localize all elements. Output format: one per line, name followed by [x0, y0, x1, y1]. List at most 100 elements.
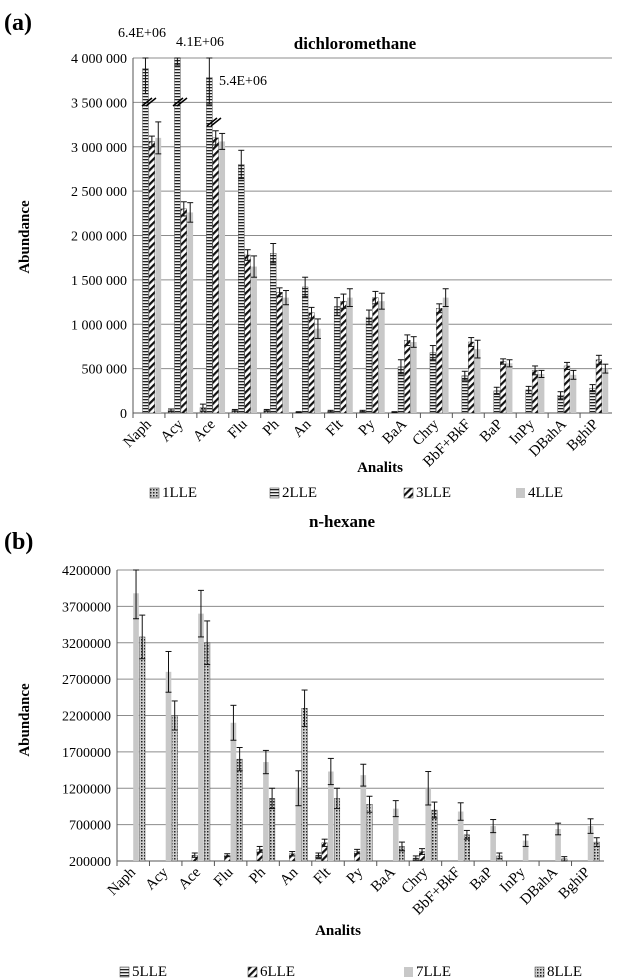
bar-4LLE-An	[315, 328, 321, 413]
bar-4LLE-Py	[378, 301, 385, 413]
axis-break-mark	[206, 117, 222, 127]
y-tick-label: 1700000	[62, 746, 111, 761]
bar-2LLE-Flt	[333, 306, 341, 414]
x-tick-label: BaA	[380, 416, 411, 447]
bar-3LLE-An	[308, 312, 315, 414]
y-tick-label: 2200000	[62, 710, 111, 725]
legend-swatch-1LLE	[149, 487, 160, 499]
legend-b: 5LLE 6LLE 7LLE 8LLE	[119, 964, 582, 980]
bar-8LLE-Naph	[139, 636, 146, 862]
x-tick-label: Ace	[176, 864, 205, 893]
y-tick-label: 2 500 000	[71, 185, 127, 200]
legend-a: 1LLE 2LLE 3LLE 4LLE	[149, 485, 563, 501]
bar-3LLE-BaA	[404, 340, 411, 414]
bar-4LLE-Ph	[283, 297, 289, 413]
x-tick-label: Acy	[143, 864, 172, 893]
bar-3LLE-Flu	[244, 254, 251, 414]
y-tick-label: 700000	[69, 819, 111, 834]
bar-4LLE-BaA	[410, 342, 417, 413]
bar-4LLE-InPy	[538, 373, 545, 413]
bar-3LLE-Ace	[212, 137, 219, 414]
plot-area-a: 0 500 000 1 000 000 1 500 000 2 000 000 2 500…	[71, 52, 612, 470]
bar-8LLE-Py	[366, 804, 373, 862]
bar-4LLE-BghiP	[602, 368, 609, 413]
bar-8LLE-Flu	[236, 758, 243, 862]
y-axis-title-b: Abundance	[17, 683, 33, 757]
x-tick-label: Py	[344, 864, 367, 887]
legend-label-6LLE: 6LLE	[260, 964, 295, 980]
y-tick-label: 500 000	[82, 363, 128, 378]
x-tick-label: Flu	[211, 864, 237, 890]
annotation-acy-a: 4.1E+06	[176, 35, 224, 50]
x-tick-label: Ph	[246, 864, 269, 887]
bar-7LLE-BaP	[490, 826, 496, 861]
legend-label-8LLE: 8LLE	[547, 964, 582, 980]
bar-7LLE-DBahA	[555, 828, 561, 861]
bar-7LLE-Py	[360, 775, 367, 861]
x-axis-title-b: Analits	[315, 923, 361, 939]
x-tick-label: Ace	[190, 416, 219, 445]
legend-swatch-5LLE	[119, 966, 130, 978]
plot-area-b: 200000 700000 1200000 1700000 2200000 2700000…	[62, 564, 604, 918]
y-axis-title-a: Abundance	[17, 200, 33, 274]
bar-7LLE-InPy	[522, 840, 529, 861]
annotation-naph-a: 6.4E+06	[118, 26, 166, 41]
bar-7LLE-Ph	[263, 762, 269, 861]
bar-8LLE-An	[301, 708, 308, 862]
legend-label-2LLE: 2LLE	[282, 485, 317, 501]
bar-4LLE-Flt	[346, 297, 353, 413]
legend-label-5LLE: 5LLE	[132, 964, 167, 980]
x-tick-label: Flt	[323, 416, 347, 440]
panel-letter-a: (a)	[4, 10, 32, 36]
x-tick-label: Flu	[225, 416, 251, 442]
bar-7LLE-Acy	[165, 671, 172, 861]
legend-swatch-3LLE	[403, 487, 414, 499]
legend-swatch-8LLE	[534, 966, 545, 978]
bar-2LLE-Naph	[142, 68, 149, 414]
x-tick-label: Ph	[260, 416, 283, 439]
bar-7LLE-An	[295, 788, 302, 861]
y-tick-label: 4 000 000	[71, 52, 127, 67]
legend-label-7LLE: 7LLE	[416, 964, 451, 980]
bar-4LLE-BbF+BkF	[474, 349, 481, 413]
bar-7LLE-BbF+BkF	[457, 811, 464, 861]
y-tick-label: 3200000	[62, 637, 111, 652]
legend-swatch-6LLE	[247, 966, 258, 978]
x-tick-label: BaP	[467, 865, 496, 894]
annotation-ace-a: 5.4E+06	[219, 74, 267, 89]
bar-7LLE-Ace	[198, 613, 204, 861]
legend-label-3LLE: 3LLE	[416, 485, 451, 501]
axis-break-mark	[172, 97, 188, 107]
x-tick-label: Acy	[158, 416, 187, 445]
bar-7LLE-Flt	[328, 771, 334, 861]
chart-title-b: n-hexane	[309, 512, 376, 531]
bar-2LLE-Py	[365, 316, 373, 414]
bar-2LLE-An	[302, 286, 309, 414]
bar-3LLE-Flt	[340, 300, 347, 414]
panel-letter-b: (b)	[4, 529, 33, 555]
chart-title-a: dichloromethane	[294, 34, 417, 53]
bar-4LLE-Ace	[219, 141, 226, 414]
bar-4LLE-Chry	[442, 297, 449, 413]
y-tick-label: 3 000 000	[71, 141, 127, 156]
x-tick-label: Py	[356, 416, 379, 439]
bar-3LLE-DBahA	[563, 365, 571, 414]
bar-2LLE-BbF+BkF	[461, 375, 468, 414]
x-tick-label: An	[290, 416, 315, 441]
y-tick-label: 200000	[69, 855, 111, 870]
bar-4LLE-Naph	[155, 137, 162, 413]
bar-8LLE-Acy	[171, 715, 178, 862]
bar-3LLE-BaP	[500, 361, 507, 414]
x-axis-title-a: Analits	[357, 460, 403, 476]
x-tick-label: An	[277, 864, 302, 889]
bar-7LLE-Chry	[425, 788, 432, 861]
y-tick-label: 2 000 000	[71, 230, 127, 245]
bar-2LLE-Acy	[174, 57, 181, 414]
bar-3LLE-InPy	[531, 370, 539, 414]
bar-4LLE-Acy	[187, 212, 194, 413]
y-tick-label: 1 500 000	[71, 274, 127, 289]
legend-label-4LLE: 4LLE	[528, 485, 563, 501]
x-tick-label: BaP	[477, 417, 506, 446]
y-tick-label: 1200000	[62, 782, 111, 797]
y-tick-label: 4200000	[62, 564, 111, 579]
